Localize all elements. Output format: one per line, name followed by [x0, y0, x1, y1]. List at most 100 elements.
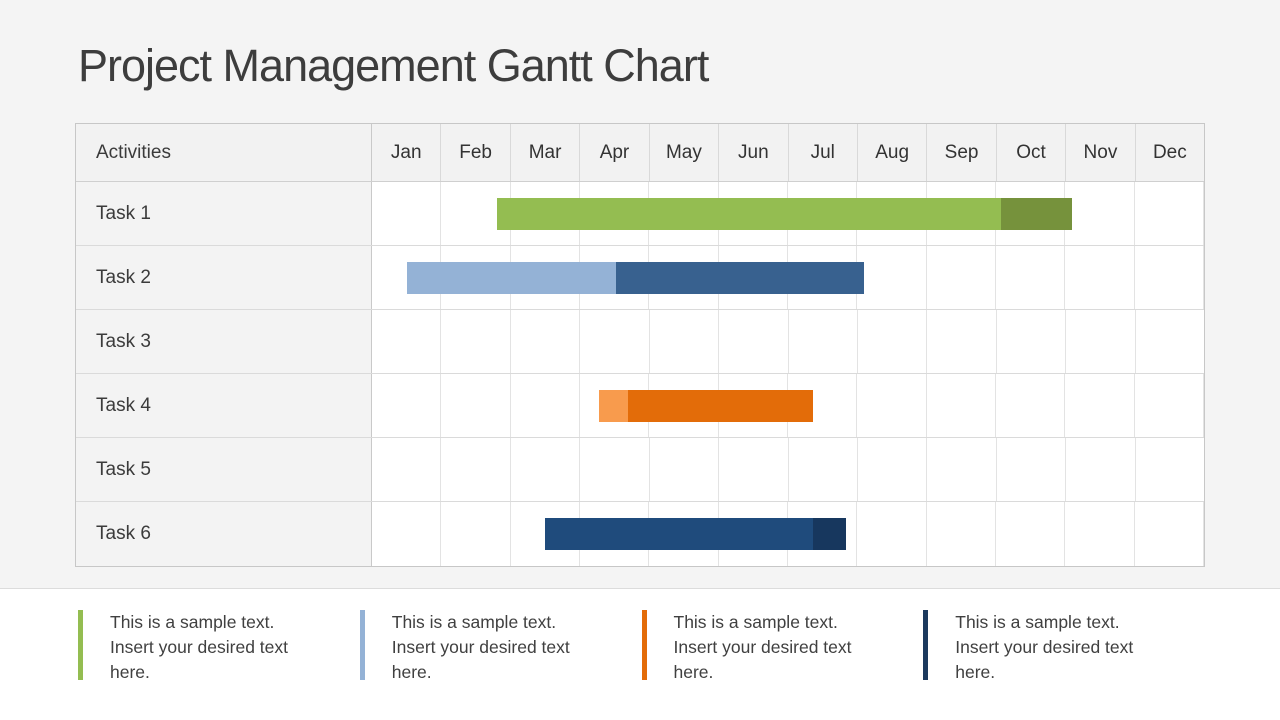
legend-text: This is a sample text. Insert your desir…: [955, 612, 1134, 682]
task-label: Task 3: [76, 310, 372, 373]
task-timeline: [372, 502, 1204, 566]
timeline-cell: [372, 502, 442, 566]
timeline-cell: [649, 438, 720, 501]
timeline-cell: [1065, 374, 1135, 437]
timeline-cell: [372, 438, 442, 501]
bottom-panel: [0, 588, 1280, 720]
legend-text: This is a sample text. Insert your desir…: [673, 612, 852, 682]
timeline-cell: [995, 246, 1066, 309]
task-timeline: [372, 374, 1204, 437]
timeline-cell: [1065, 182, 1135, 245]
legend-text: This is a sample text. Insert your desir…: [391, 612, 570, 682]
task-label: Task 6: [76, 502, 372, 566]
timeline-cell: [719, 438, 789, 501]
activities-header: Activities: [76, 124, 372, 181]
legend-accent-bar: [78, 610, 83, 680]
timeline-cell: [995, 374, 1066, 437]
task-row-6: Task 6: [76, 502, 1204, 566]
gantt-bar-segment: [544, 518, 813, 550]
task-row-4: Task 4: [76, 374, 1204, 438]
month-header-apr: Apr: [580, 124, 650, 181]
gantt-bar-segment: [812, 518, 847, 550]
task-row-3: Task 3: [76, 310, 1205, 374]
timeline-cell: [788, 310, 858, 373]
timeline-cell: [927, 310, 997, 373]
timeline-cell: [372, 374, 442, 437]
legend-accent-bar: [359, 610, 365, 680]
legend-item-3: This is a sample text. Insert your desir…: [641, 610, 924, 685]
task-label: Task 4: [76, 374, 372, 437]
legend-accent-bar: [641, 610, 647, 680]
task-label: Task 2: [76, 246, 372, 309]
month-header-cells: Jan Feb Mar Apr May Jun Jul Aug Sep Oct Nov Dec: [372, 124, 1204, 181]
timeline-cell: [1134, 182, 1204, 245]
timeline-cell: [996, 438, 1067, 501]
timeline-cell: [510, 310, 581, 373]
month-header-sep: Sep: [927, 124, 997, 181]
timeline-cell: [510, 374, 580, 437]
month-header-jan: Jan: [372, 124, 442, 181]
gantt-bar-segment: [627, 390, 813, 422]
timeline-cell: [1135, 438, 1205, 501]
legend-text: This is a sample text. Insert your desir…: [110, 612, 288, 682]
timeline-cell: [510, 438, 581, 501]
timeline-cell: [1066, 310, 1136, 373]
gantt-header-row: Activities Jan Feb Mar Apr May Jun Jul Aug Sep Oc…: [76, 124, 1204, 182]
task-timeline: [372, 246, 1204, 309]
task-row-1: Task 1: [76, 182, 1204, 246]
task-row-2: Task 2: [76, 246, 1204, 310]
legend-accent-bar: [923, 610, 929, 680]
timeline-cell: [441, 502, 511, 566]
timeline-cell: [857, 246, 927, 309]
timeline-cell: [1134, 502, 1204, 566]
task-timeline: [372, 438, 1205, 501]
legend-item-4: This is a sample text. Insert your desir…: [923, 610, 1205, 685]
timeline-cell: [1135, 310, 1205, 373]
timeline-cell: [926, 502, 996, 566]
legend-item-2: This is a sample text. Insert your desir…: [359, 610, 642, 685]
timeline-cell: [1065, 246, 1135, 309]
timeline-cell: [857, 502, 927, 566]
task-label: Task 5: [76, 438, 372, 501]
task-timeline: [372, 310, 1205, 373]
timeline-cell: [995, 502, 1066, 566]
timeline-cell: [857, 310, 928, 373]
month-header-jun: Jun: [719, 124, 789, 181]
task-row-5: Task 5: [76, 438, 1205, 502]
task-timeline: [372, 182, 1204, 245]
timeline-cell: [1065, 502, 1135, 566]
timeline-cell: [580, 310, 650, 373]
month-header-may: May: [650, 124, 720, 181]
timeline-cell: [996, 310, 1067, 373]
month-header-feb: Feb: [441, 124, 511, 181]
page-title: Project Management Gantt Chart: [78, 40, 709, 91]
month-header-oct: Oct: [997, 124, 1067, 181]
gantt-bar-segment: [1000, 198, 1073, 230]
timeline-cell: [372, 310, 442, 373]
timeline-cell: [1066, 438, 1136, 501]
gantt-task-rows: Task 1 Task 2 Task 3 Task 4 Task 5 Task 6: [76, 182, 1205, 566]
timeline-cell: [372, 182, 442, 245]
timeline-cell: [1134, 246, 1204, 309]
timeline-cell: [580, 438, 650, 501]
timeline-cell: [788, 438, 858, 501]
month-header-jul: Jul: [789, 124, 858, 181]
timeline-cell: [441, 374, 511, 437]
timeline-cell: [441, 310, 511, 373]
gantt-bar-segment: [496, 198, 1001, 230]
timeline-cell: [927, 438, 997, 501]
timeline-cell: [649, 310, 720, 373]
month-header-mar: Mar: [511, 124, 581, 181]
legend-row: This is a sample text. Insert your desir…: [78, 610, 1205, 685]
timeline-cell: [926, 374, 996, 437]
month-header-nov: Nov: [1066, 124, 1136, 181]
month-header-dec: Dec: [1152, 141, 1187, 163]
gantt-bar-segment: [599, 390, 628, 422]
timeline-cell: [926, 246, 996, 309]
timeline-cell: [857, 374, 927, 437]
timeline-cell: [719, 310, 789, 373]
gantt-bar-segment: [406, 262, 617, 294]
month-header-aug: Aug: [858, 124, 928, 181]
task-label: Task 1: [76, 182, 372, 245]
